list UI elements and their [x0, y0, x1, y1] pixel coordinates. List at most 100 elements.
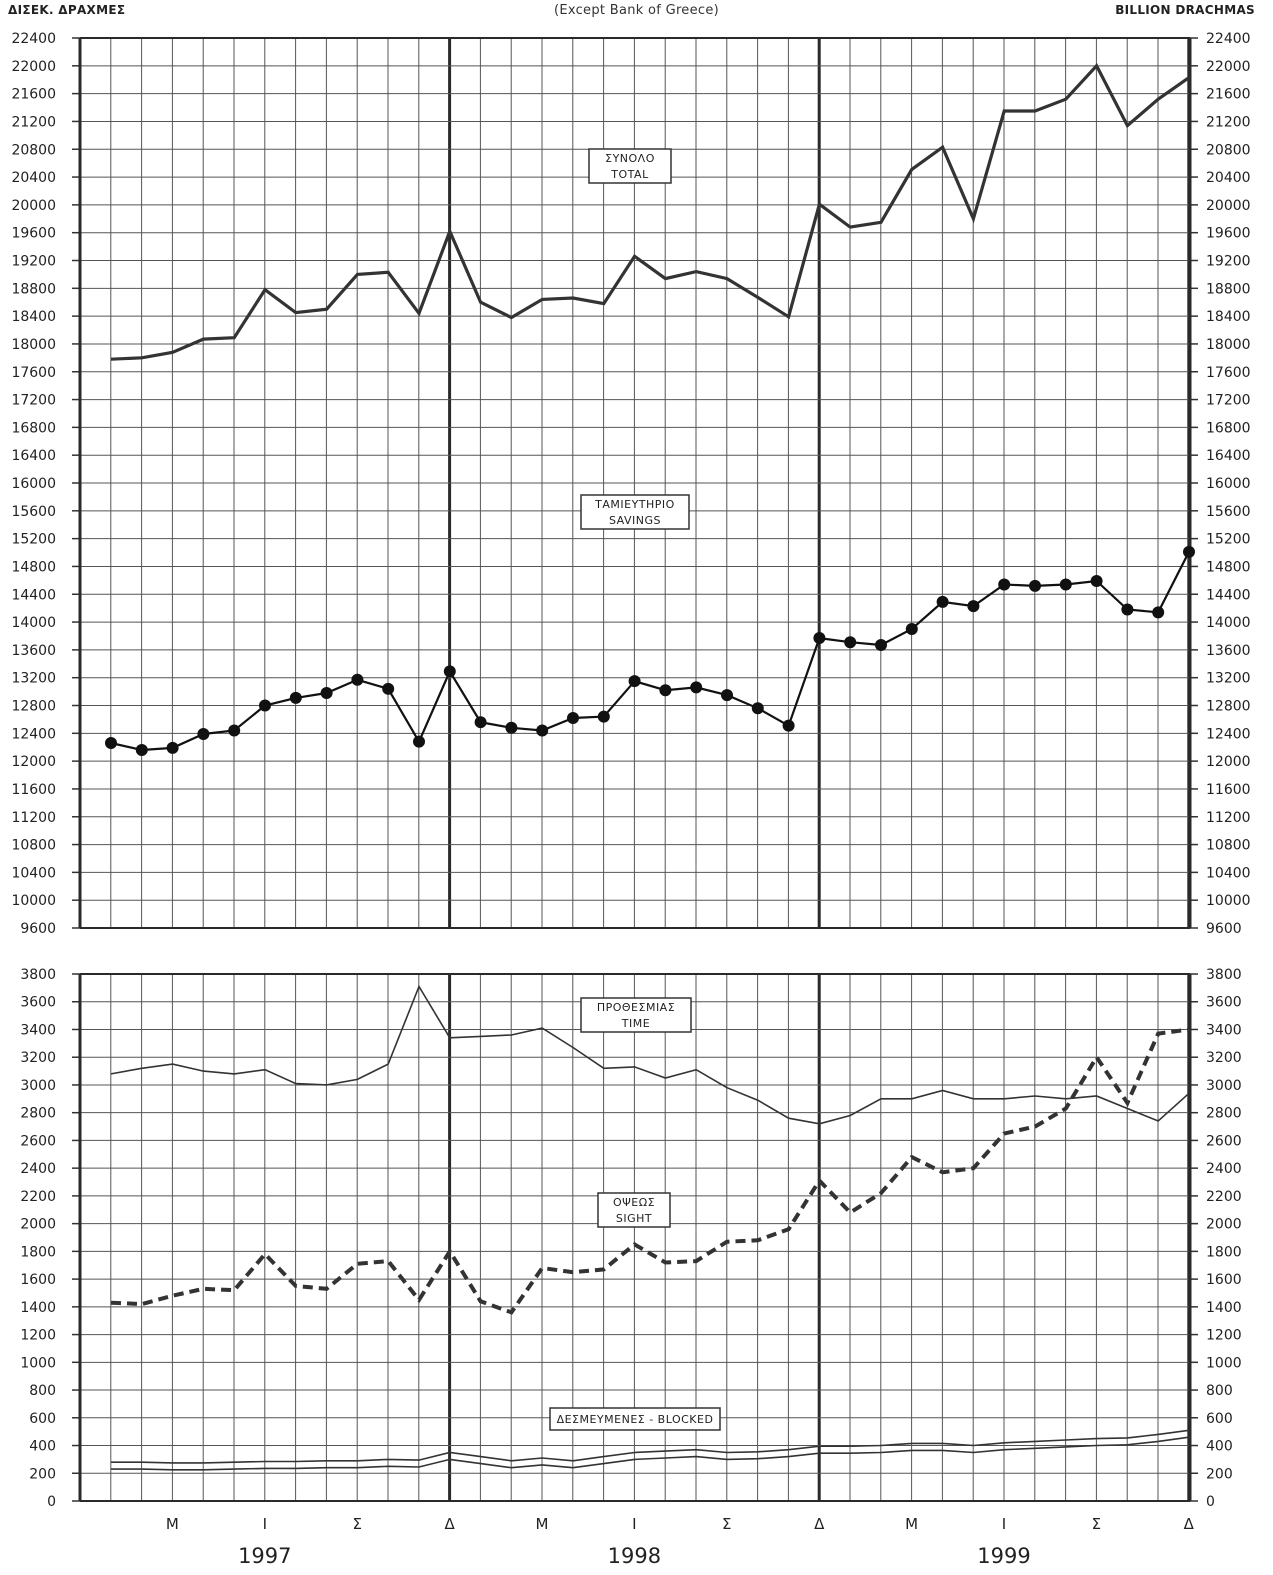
label-total-text: ΣΥΝΟΛΟ [605, 152, 655, 165]
savings-point [228, 724, 241, 737]
savings-point [936, 595, 949, 608]
y-tick-label-right: 12400 [1206, 726, 1251, 742]
y-tick-label-left: 19200 [11, 254, 56, 270]
y-tick-label-left: 2600 [20, 1133, 56, 1149]
x-month-label: Μ [905, 1515, 918, 1533]
y-tick-label-left: 20000 [11, 198, 56, 214]
y-tick-label-left: 18000 [11, 337, 56, 353]
savings-point [690, 681, 703, 694]
y-tick-label-right: 17600 [1206, 365, 1251, 381]
y-tick-label-left: 12000 [11, 754, 56, 770]
y-tick-label-right: 16800 [1206, 420, 1251, 436]
y-tick-label-left: 18800 [11, 281, 56, 297]
y-tick-label-left: 14000 [11, 615, 56, 631]
y-tick-label-right: 2800 [1206, 1106, 1242, 1122]
y-tick-label-right: 3400 [1206, 1022, 1242, 1038]
y-tick-label-left: 10000 [11, 893, 56, 909]
label-blocked-text: ΔΕΣΜΕΥΜΕΝΕΣ - BLOCKED [557, 1413, 714, 1426]
y-tick-label-left: 800 [29, 1383, 56, 1399]
x-month-label: Δ [444, 1515, 455, 1533]
y-tick-label-right: 11600 [1206, 782, 1251, 798]
x-month-label: Ι [1002, 1515, 1006, 1533]
y-tick-label-right: 1600 [1206, 1272, 1242, 1288]
y-tick-label-left: 11200 [11, 810, 56, 826]
y-tick-label-right: 21200 [1206, 114, 1251, 130]
y-tick-label-left: 9600 [20, 921, 56, 937]
y-tick-label-left: 3200 [20, 1050, 56, 1066]
savings-point [1183, 545, 1195, 558]
y-tick-label-right: 18000 [1206, 337, 1251, 353]
y-tick-label-right: 11200 [1206, 810, 1251, 826]
y-tick-label-right: 10000 [1206, 893, 1251, 909]
savings-point [659, 684, 672, 697]
y-tick-label-left: 1200 [20, 1328, 56, 1344]
savings-point [905, 623, 918, 636]
y-tick-label-left: 1000 [20, 1355, 56, 1371]
unit-label-english: BILLION DRACHMAS [1115, 3, 1255, 17]
y-tick-label-right: 17200 [1206, 393, 1251, 409]
savings-point [567, 712, 579, 725]
y-tick-label-left: 3000 [20, 1078, 56, 1094]
savings-point [536, 724, 549, 737]
y-tick-label-left: 3600 [20, 995, 56, 1011]
y-tick-label-left: 12800 [11, 699, 56, 715]
blocked-series-line [111, 1429, 1190, 1464]
y-tick-label-right: 16000 [1206, 476, 1251, 492]
x-month-label: Ι [632, 1515, 636, 1533]
y-tick-label-left: 16800 [11, 420, 56, 436]
y-tick-label-left: 2000 [20, 1217, 56, 1233]
y-tick-label-right: 3000 [1206, 1078, 1242, 1094]
label-blocked-box [549, 1407, 721, 1431]
y-tick-label-right: 3600 [1206, 995, 1242, 1011]
savings-point [1152, 606, 1165, 619]
y-tick-label-right: 20800 [1206, 142, 1251, 158]
savings-point [721, 689, 733, 702]
y-tick-label-left: 17200 [11, 393, 56, 409]
y-tick-label-left: 21200 [11, 114, 56, 130]
savings-point [289, 691, 302, 704]
savings-point [1090, 575, 1103, 588]
y-tick-label-right: 1800 [1206, 1244, 1242, 1260]
label-savings-text: ΤΑΜΙΕΥΤΗΡΙΟ [594, 498, 675, 511]
y-tick-label-right: 2400 [1206, 1161, 1242, 1177]
savings-point [351, 673, 364, 686]
y-tick-label-left: 400 [29, 1439, 56, 1455]
x-month-label: Δ [814, 1515, 825, 1533]
label-sight-box [597, 1192, 671, 1228]
savings-point [813, 632, 826, 645]
y-tick-label-right: 13200 [1206, 671, 1251, 687]
y-tick-label-left: 22000 [11, 59, 56, 75]
x-month-label: Μ [166, 1515, 179, 1533]
y-tick-label-right: 15200 [1206, 532, 1251, 548]
x-month-label: Δ [1184, 1515, 1195, 1533]
savings-point [875, 639, 887, 652]
y-tick-label-right: 1200 [1206, 1328, 1242, 1344]
label-time-text: TIME [621, 1017, 650, 1030]
savings-point [166, 741, 179, 754]
y-tick-label-left: 2200 [20, 1189, 56, 1205]
y-tick-label-left: 3400 [20, 1022, 56, 1038]
y-tick-label-right: 16400 [1206, 448, 1251, 464]
y-tick-label-right: 12800 [1206, 699, 1251, 715]
y-tick-label-right: 3800 [1206, 967, 1242, 983]
y-tick-label-right: 15600 [1206, 504, 1251, 520]
x-month-label: Μ [536, 1515, 549, 1533]
y-tick-label-right: 14400 [1206, 587, 1251, 603]
savings-point [782, 719, 795, 732]
y-tick-label-left: 12400 [11, 726, 56, 742]
y-tick-label-left: 14400 [11, 587, 56, 603]
x-month-label: Ι [263, 1515, 267, 1533]
unit-label-greek: ΔΙΣΕΚ. ΔΡΑΧΜΕΣ [8, 3, 126, 17]
y-tick-label-left: 10400 [11, 865, 56, 881]
y-tick-label-left: 14800 [11, 559, 56, 575]
savings-point [135, 744, 148, 756]
y-tick-label-left: 16000 [11, 476, 56, 492]
y-tick-label-left: 10800 [11, 838, 56, 854]
y-tick-label-right: 200 [1206, 1466, 1233, 1482]
y-tick-label-left: 0 [47, 1494, 56, 1510]
label-savings-box [580, 494, 690, 530]
y-tick-label-right: 21600 [1206, 87, 1251, 103]
y-tick-label-left: 13600 [11, 643, 56, 659]
y-tick-label-left: 1800 [20, 1244, 56, 1260]
y-tick-label-left: 20800 [11, 142, 56, 158]
